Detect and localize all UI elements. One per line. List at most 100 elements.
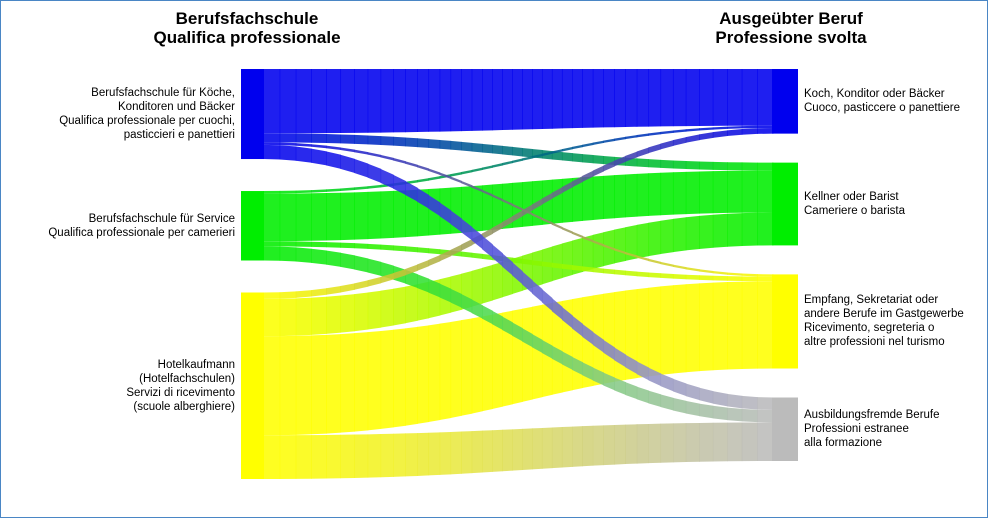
flow-segment (672, 137, 687, 146)
flow-segment (482, 184, 493, 231)
flow-segment (757, 281, 774, 369)
flow-segment (582, 235, 594, 243)
flow-segment (561, 240, 573, 278)
flow-segment (428, 323, 441, 423)
flow-segment (311, 189, 327, 193)
flow-segment (672, 129, 687, 133)
flow-segment (354, 134, 369, 145)
flow-segment (582, 176, 594, 221)
flow-segment (450, 140, 462, 151)
flow-segment (603, 160, 615, 172)
flow-segment (561, 152, 573, 162)
label-line: (Hotelfachschulen) (139, 372, 235, 385)
flow-segment (648, 69, 662, 127)
target-label-fremd: Ausbildungsfremde Berufe Professioni estr… (804, 408, 940, 450)
flow-segment (471, 267, 483, 307)
flow-segment (405, 264, 418, 276)
flow-segment (685, 128, 700, 132)
flow-segment (727, 213, 743, 247)
flow-segment (367, 243, 382, 250)
flow-segment (625, 382, 638, 400)
flow-segment (311, 133, 327, 144)
flow-segment (582, 142, 594, 148)
flow-segment (482, 314, 493, 412)
flow-segment (380, 244, 394, 251)
flow-segment (699, 171, 714, 214)
flow-segment (428, 139, 441, 149)
flow-segment (450, 171, 462, 177)
flow-segment (699, 422, 714, 462)
flow-segment (428, 69, 441, 132)
label-line: Qualifica professionale per camerieri (48, 226, 235, 239)
flow-segment (367, 191, 382, 240)
flow-segment (572, 315, 583, 337)
flow-segment (660, 285, 674, 375)
flow-segment (712, 161, 728, 171)
flow-segment (660, 218, 674, 255)
flow-segment (648, 367, 662, 387)
flow-segment (428, 168, 441, 175)
flow-segment (482, 227, 493, 240)
flow-segment (712, 213, 728, 248)
flow-segment (572, 177, 583, 222)
flow-segment (561, 181, 573, 193)
flow-segment (551, 149, 563, 154)
flow-segment (354, 186, 369, 190)
label-line: andere Berufe im Gastgewerbe (804, 308, 964, 321)
flow-segment (439, 202, 452, 225)
flow-segment (380, 136, 394, 146)
flow-service-to-kellner (263, 170, 774, 242)
flow-segment (712, 126, 728, 130)
flow-segment (672, 264, 687, 270)
flow-segment (572, 297, 583, 391)
flow-segment (450, 210, 462, 233)
right-column-header: Ausgeübter Beruf Professione svolta (691, 9, 891, 47)
flow-segment (393, 433, 406, 477)
flow-segment (699, 403, 714, 419)
flow-segment (561, 351, 573, 370)
flow-segment (311, 144, 327, 149)
flow-segment (757, 127, 774, 134)
flow-segment (660, 172, 674, 216)
flow-segment (492, 144, 503, 155)
flow-segment (482, 165, 493, 171)
flow-segment (592, 175, 605, 220)
flow-segment (417, 247, 430, 254)
flow-segment (532, 334, 543, 354)
label-line: Empfang, Sekretariat oder (804, 294, 939, 307)
flow-segment (311, 434, 327, 479)
flow-segment (482, 264, 493, 304)
flow-segment (672, 284, 687, 374)
flow-segment (492, 261, 503, 301)
flow-segment (417, 281, 430, 321)
flow-segment (685, 383, 700, 401)
flow-segment (354, 149, 369, 155)
flow-segment (660, 69, 674, 127)
flow-segment (502, 216, 513, 229)
flow-segment (311, 334, 327, 435)
flow-segment (603, 372, 615, 391)
flow-segment (482, 143, 493, 154)
flow-segment (439, 69, 452, 132)
flow-segment (685, 161, 700, 170)
flow-segment (492, 310, 503, 330)
label-line: (scuole alberghiere) (133, 400, 235, 413)
flow-segment (685, 274, 700, 280)
flow-segment (340, 283, 355, 293)
target-label-koch: Koch, Konditor oder Bäcker Cuoco, pasticc… (804, 87, 960, 115)
flow-segment (367, 163, 382, 183)
flow-segment (340, 242, 355, 249)
flow-segment (311, 193, 327, 241)
flow-segment (699, 69, 714, 126)
flow-segment (572, 265, 583, 272)
flow-segment (512, 203, 523, 211)
flow-segment (757, 125, 774, 129)
flow-segment (541, 217, 553, 225)
flow-segment (461, 294, 473, 314)
flow-segment (492, 163, 503, 168)
flow-segment (326, 134, 342, 144)
flow-segment (263, 241, 281, 247)
flow-segment (393, 268, 406, 280)
flow-segment (614, 69, 626, 128)
target-label-kellner: Kellner oder Barist Cameriere o barista (804, 190, 905, 218)
